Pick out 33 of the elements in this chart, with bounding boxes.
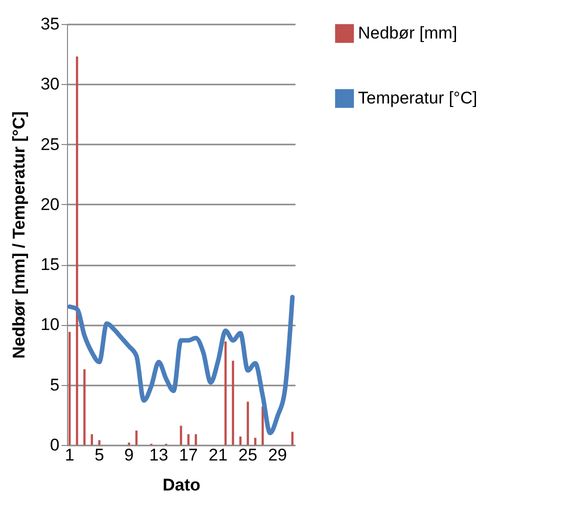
y-tick-label: 10 bbox=[40, 315, 60, 334]
bar bbox=[90, 434, 93, 445]
y-tick-label: 35 bbox=[40, 14, 60, 34]
bar bbox=[254, 438, 256, 445]
x-tick-label: 1 bbox=[64, 446, 74, 464]
x-tick-label: 29 bbox=[268, 446, 288, 464]
x-tick-label: 21 bbox=[208, 446, 228, 464]
y-axis-title: Nedbør [mm] / Temperatur [°C] bbox=[10, 111, 29, 359]
bar bbox=[262, 406, 264, 445]
bar bbox=[194, 434, 197, 445]
y-tick-label: 25 bbox=[40, 134, 60, 154]
bar bbox=[187, 434, 190, 445]
x-tick-label: 5 bbox=[94, 446, 104, 464]
y-tick-label: 20 bbox=[40, 194, 60, 214]
x-axis-title: Dato bbox=[162, 476, 200, 494]
bar bbox=[98, 440, 100, 445]
x-tick-label: 9 bbox=[124, 446, 134, 464]
bar bbox=[239, 436, 242, 445]
y-tick-label: 0 bbox=[50, 436, 60, 454]
y-tick-label: 15 bbox=[40, 255, 60, 274]
bar bbox=[68, 332, 71, 445]
x-tick-label: 25 bbox=[238, 446, 258, 464]
legend-label: Temperatur [°C] bbox=[358, 88, 478, 108]
bar bbox=[83, 369, 86, 445]
x-tick-label: 13 bbox=[149, 446, 168, 464]
legend-label: Nedbør [mm] bbox=[358, 24, 458, 42]
y-tick-label: 30 bbox=[40, 74, 60, 94]
bar bbox=[232, 360, 234, 445]
bar bbox=[224, 342, 227, 445]
y-tick-label: 5 bbox=[50, 375, 60, 394]
bar bbox=[135, 430, 138, 445]
x-tick-label: 17 bbox=[178, 446, 198, 464]
bar bbox=[246, 402, 249, 445]
